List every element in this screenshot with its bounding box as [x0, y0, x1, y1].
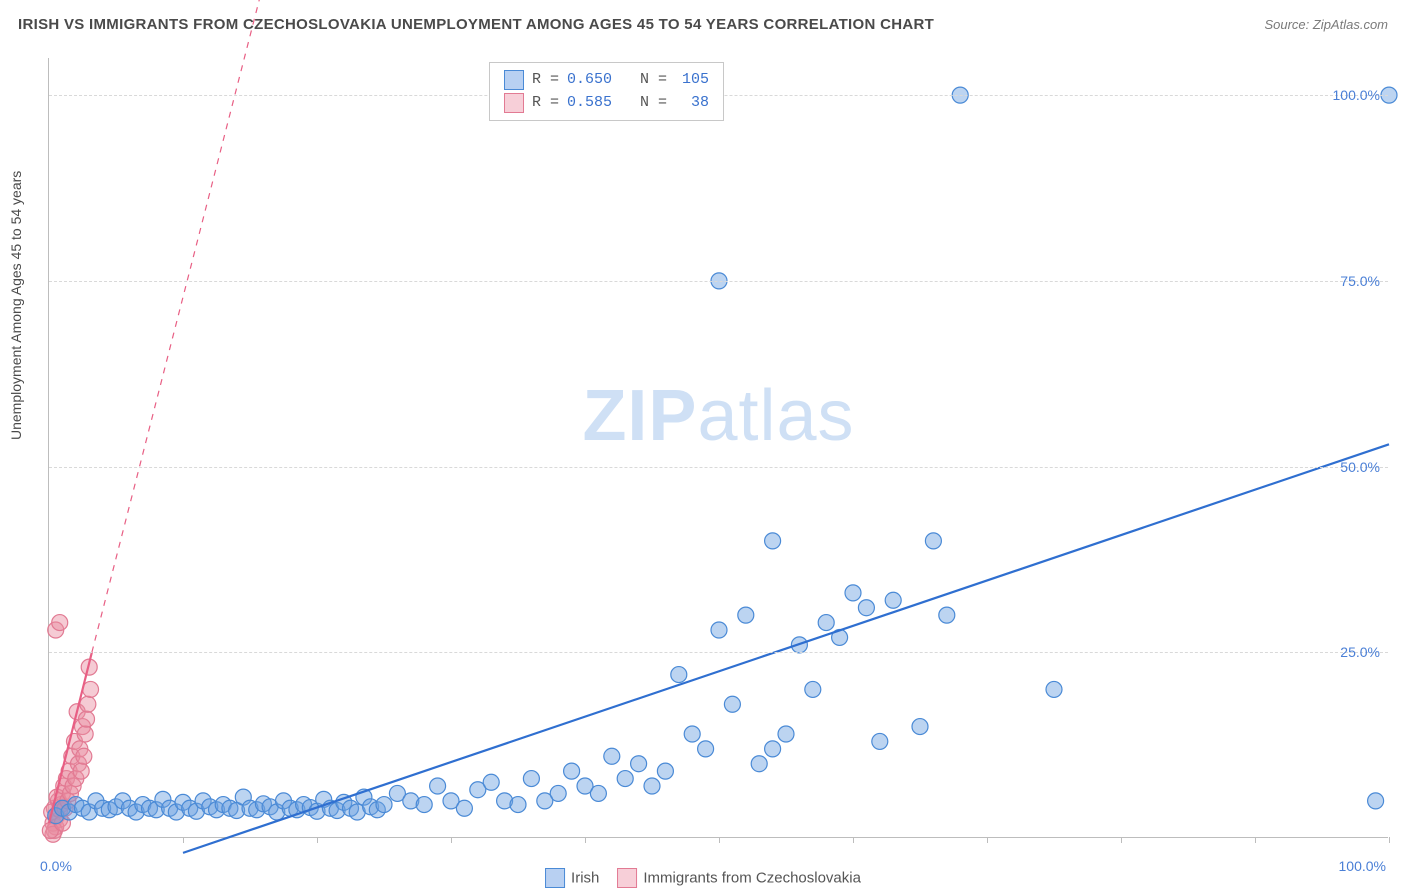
- x-tick-100: 100.0%: [1339, 858, 1386, 874]
- chart-svg: [49, 58, 1388, 837]
- x-tick-mark: [317, 837, 318, 843]
- gridline-y: [49, 467, 1388, 468]
- series-legend: Irish Immigrants from Czechoslovakia: [545, 868, 861, 888]
- r-value-czech: 0.585: [567, 92, 612, 115]
- x-tick-mark: [1121, 837, 1122, 843]
- x-tick-mark: [183, 837, 184, 843]
- gridline-y: [49, 281, 1388, 282]
- y-tick-label: 75.0%: [1340, 273, 1380, 289]
- swatch-irish: [504, 70, 524, 90]
- chart-title: IRISH VS IMMIGRANTS FROM CZECHOSLOVAKIA …: [18, 16, 934, 33]
- r-value-irish: 0.650: [567, 69, 612, 92]
- source-label: Source: ZipAtlas.com: [1264, 17, 1388, 32]
- legend-row-irish: R = 0.650 N = 105: [504, 69, 709, 92]
- n-value-irish: 105: [675, 69, 709, 92]
- legend-row-czech: R = 0.585 N = 38: [504, 92, 709, 115]
- x-tick-mark: [585, 837, 586, 843]
- y-tick-label: 25.0%: [1340, 644, 1380, 660]
- legend-item-czech: Immigrants from Czechoslovakia: [617, 868, 861, 888]
- x-tick-mark: [1389, 837, 1390, 843]
- y-axis-label: Unemployment Among Ages 45 to 54 years: [8, 171, 24, 440]
- y-tick-label: 50.0%: [1340, 459, 1380, 475]
- correlation-legend: R = 0.650 N = 105 R = 0.585 N = 38: [489, 62, 724, 121]
- y-tick-label: 100.0%: [1333, 87, 1380, 103]
- plot-area: ZIPatlas 25.0%50.0%75.0%100.0% R = 0.650…: [48, 58, 1388, 838]
- title-bar: IRISH VS IMMIGRANTS FROM CZECHOSLOVAKIA …: [18, 16, 1388, 33]
- x-tick-mark: [987, 837, 988, 843]
- x-tick-mark: [451, 837, 452, 843]
- gridline-y: [49, 652, 1388, 653]
- x-tick-0: 0.0%: [40, 858, 72, 874]
- x-tick-mark: [1255, 837, 1256, 843]
- n-value-czech: 38: [675, 92, 709, 115]
- x-tick-mark: [719, 837, 720, 843]
- x-tick-mark: [853, 837, 854, 843]
- legend-item-irish: Irish: [545, 868, 599, 888]
- swatch-czech: [504, 93, 524, 113]
